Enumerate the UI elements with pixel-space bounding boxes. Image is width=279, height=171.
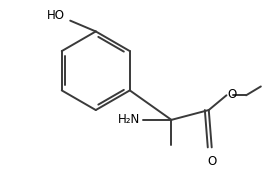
Text: O: O <box>227 88 237 101</box>
Text: HO: HO <box>47 9 65 22</box>
Text: H₂N: H₂N <box>118 113 140 126</box>
Text: O: O <box>207 155 216 168</box>
